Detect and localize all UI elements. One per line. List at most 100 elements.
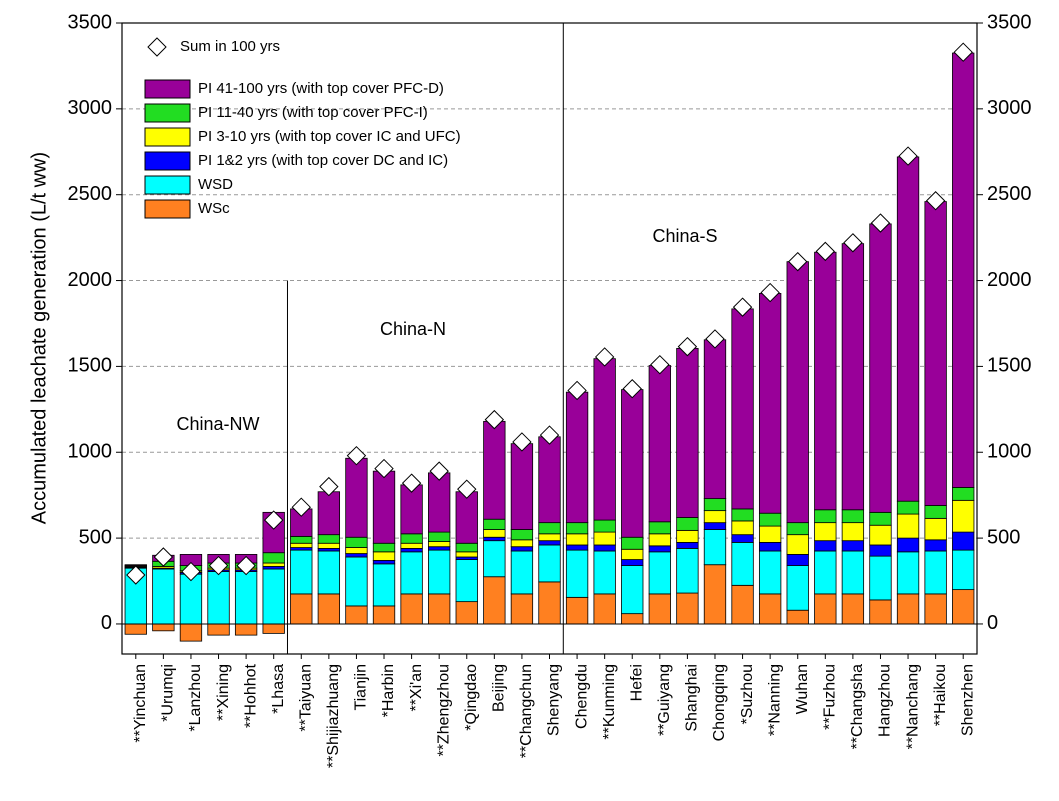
bar-segment bbox=[345, 553, 368, 558]
bar-segment bbox=[593, 544, 616, 552]
bar-segment bbox=[593, 550, 616, 595]
bar-segment bbox=[455, 551, 478, 558]
bar-segment bbox=[455, 491, 478, 544]
bar-segment bbox=[676, 541, 699, 549]
sum-marker bbox=[760, 282, 780, 303]
bar-segment bbox=[483, 420, 506, 520]
bar-segment bbox=[621, 613, 644, 625]
y2-tick-label: 1500 bbox=[987, 355, 1032, 377]
bar-segment bbox=[538, 540, 561, 546]
bar-segment bbox=[731, 584, 754, 625]
bar-segment bbox=[124, 623, 147, 635]
x-tick-label: *Suzhou bbox=[739, 664, 756, 725]
legend-label: PI 11-40 yrs (with top cover PFC-I) bbox=[198, 104, 428, 121]
x-tick-label: *Harbin bbox=[380, 664, 397, 717]
bar-segment bbox=[428, 546, 451, 551]
bar-segment bbox=[234, 571, 258, 625]
x-tick-label: **Taiyuan bbox=[297, 664, 314, 732]
bar-segment bbox=[593, 358, 616, 521]
bar-segment bbox=[428, 472, 451, 533]
bar-segment bbox=[565, 596, 589, 625]
bar-segment bbox=[538, 522, 561, 535]
bar-segment bbox=[483, 540, 506, 578]
bar-segment bbox=[345, 457, 368, 538]
sum-marker bbox=[236, 555, 256, 576]
bar-segment bbox=[869, 544, 892, 557]
sum-marker bbox=[925, 191, 946, 211]
bar-segment bbox=[786, 522, 809, 536]
sum-marker bbox=[126, 565, 146, 585]
bar-segment bbox=[703, 510, 727, 524]
legend-swatch bbox=[144, 151, 191, 171]
bar-segment bbox=[841, 550, 865, 595]
bar-segment bbox=[152, 568, 175, 625]
bar-segment bbox=[841, 522, 865, 542]
bar-segment bbox=[179, 623, 203, 642]
bar-segment bbox=[372, 563, 396, 607]
bar-segment bbox=[869, 511, 892, 526]
bar-segment bbox=[290, 542, 313, 548]
bar-segment bbox=[841, 509, 865, 524]
bar-segment bbox=[648, 533, 671, 547]
bar-segment bbox=[786, 534, 809, 555]
x-tick-label: *Lanzhou bbox=[187, 664, 204, 732]
y-tick-label: 2000 bbox=[68, 269, 113, 291]
bar-segment bbox=[455, 559, 478, 603]
bar-segment bbox=[345, 536, 368, 548]
x-tick-label: Tianjin bbox=[353, 664, 370, 711]
bar-segment bbox=[152, 623, 175, 632]
bar-segment bbox=[648, 365, 671, 523]
bar-segment bbox=[648, 545, 671, 553]
bar-segment bbox=[676, 347, 699, 518]
x-tick-label: *Qingdao bbox=[463, 664, 480, 731]
x-tick-label: **Haikou bbox=[932, 664, 949, 726]
bar-segment bbox=[290, 549, 313, 595]
x-tick-label: *Lhasa bbox=[270, 664, 287, 714]
bar-segment bbox=[593, 593, 616, 625]
bar-segment bbox=[565, 544, 589, 551]
x-tick-label: **Changchun bbox=[518, 664, 535, 758]
y2-tick-label: 1000 bbox=[987, 441, 1032, 463]
bar-segment bbox=[538, 581, 561, 625]
bar-segment bbox=[731, 508, 754, 522]
x-tick-label: **Xi'an bbox=[408, 664, 425, 712]
y-tick-label: 3500 bbox=[68, 11, 113, 33]
legend-label: Sum in 100 yrs bbox=[180, 38, 280, 55]
bar-segment bbox=[593, 519, 616, 533]
bar-segment bbox=[317, 534, 341, 544]
bar-segment bbox=[400, 533, 423, 544]
bar-segment bbox=[924, 539, 947, 552]
sum-marker bbox=[429, 461, 449, 481]
bar-segment bbox=[565, 391, 589, 524]
y-tick-label: 500 bbox=[79, 526, 112, 548]
y2-tick-label: 2000 bbox=[987, 269, 1032, 291]
bar-segment bbox=[565, 522, 589, 535]
sum-marker bbox=[870, 213, 891, 233]
sum-marker bbox=[732, 297, 753, 317]
sum-marker bbox=[374, 458, 394, 479]
bar-segment bbox=[814, 550, 837, 595]
bar-segment bbox=[814, 593, 837, 625]
legend-swatch bbox=[144, 103, 191, 123]
bar-segment bbox=[731, 541, 754, 586]
region-label: China-NW bbox=[176, 414, 259, 434]
bar-segment bbox=[565, 549, 589, 598]
plot-frame bbox=[121, 22, 978, 655]
bar-segment bbox=[621, 548, 644, 560]
bar-segment bbox=[400, 593, 423, 625]
legend-swatch bbox=[144, 175, 191, 195]
bar-segment bbox=[510, 529, 534, 541]
bar-segment bbox=[703, 339, 727, 500]
bar-segment bbox=[234, 623, 258, 636]
bar-segment bbox=[896, 500, 920, 515]
bar-segment bbox=[372, 542, 396, 553]
sum-marker bbox=[319, 476, 339, 497]
bar-segment bbox=[428, 541, 451, 548]
x-tick-label: Wuhan bbox=[794, 664, 811, 714]
bar-segment bbox=[952, 499, 975, 533]
y2-tick-label: 3500 bbox=[987, 11, 1032, 33]
x-tick-label: **Nanchang bbox=[904, 664, 921, 749]
bar-segment bbox=[703, 498, 727, 512]
bar-segment bbox=[841, 593, 865, 625]
bar-segment bbox=[621, 389, 644, 538]
